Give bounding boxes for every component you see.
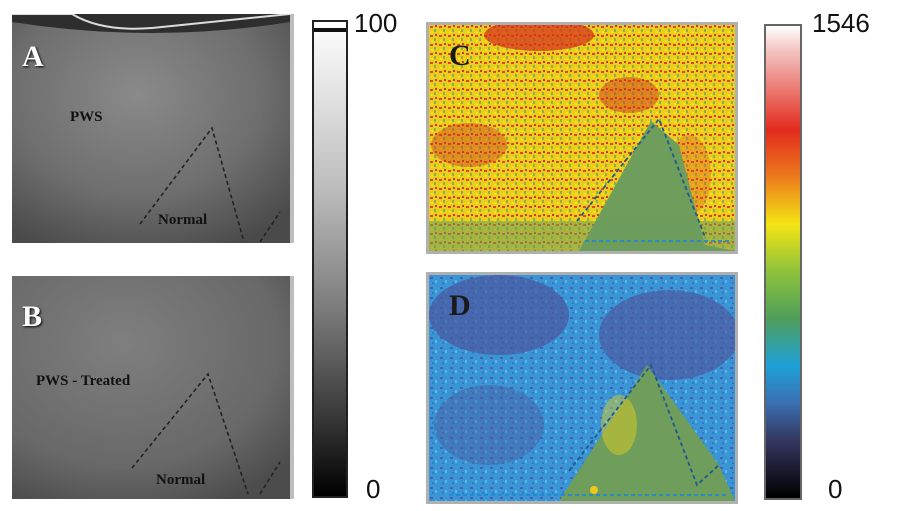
- panel-letter-c: C: [449, 39, 471, 72]
- pws-treated-label: PWS - Treated: [36, 373, 131, 389]
- normal-region-outline: [131, 372, 249, 495]
- normal-region-outline: [576, 117, 706, 238]
- normal-region-outline: [568, 363, 720, 487]
- panel-b-image: B PWS - Treated Normal: [12, 276, 290, 499]
- perfusion-colorbar: [764, 24, 802, 500]
- panel-letter-d: D: [449, 289, 471, 322]
- normal-skin-region: [559, 365, 735, 501]
- panel-b-photo: [12, 276, 290, 499]
- normal-skin-region: [579, 121, 735, 251]
- normal-label-b: Normal: [156, 472, 206, 488]
- panel-d-heatmap: [429, 275, 735, 501]
- panel-b-edge: [290, 276, 294, 499]
- panel-a-photo: [12, 14, 290, 243]
- pws-label: PWS: [70, 109, 103, 125]
- panel-letter-b: B: [22, 300, 43, 333]
- normal-label-a: Normal: [158, 212, 208, 228]
- colorbar-top-band: [314, 28, 346, 32]
- gray-max-label: 100: [354, 8, 398, 38]
- perfusion-min-label: 0: [828, 474, 843, 504]
- panel-a-edge: [290, 14, 294, 243]
- panel-c-map: C: [426, 22, 738, 254]
- grayscale-colorbar: [312, 20, 348, 498]
- panel-letter-a: A: [22, 40, 44, 73]
- panel-d-map: D: [426, 272, 738, 504]
- normal-region-outline: [139, 126, 245, 243]
- panel-a-image: A PWS Normal: [12, 14, 290, 243]
- gray-min-label: 0: [366, 474, 381, 504]
- panel-c-heatmap: [429, 25, 735, 251]
- perfusion-max-label: 1546: [812, 8, 870, 38]
